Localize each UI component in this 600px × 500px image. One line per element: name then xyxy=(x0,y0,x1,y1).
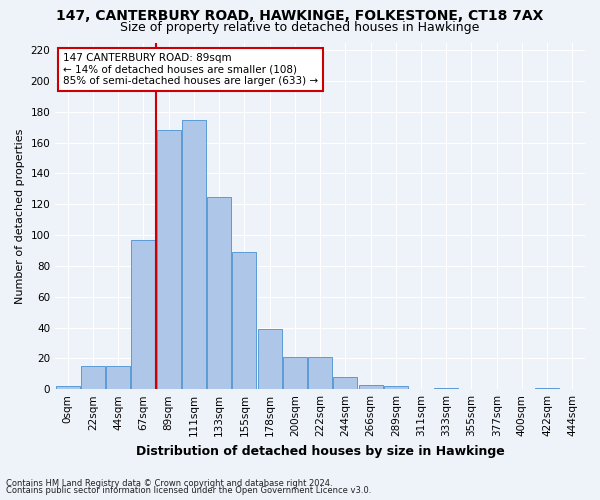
Bar xyxy=(81,366,105,389)
Bar xyxy=(157,130,181,389)
Bar xyxy=(232,252,256,389)
Bar xyxy=(283,357,307,389)
Bar xyxy=(384,386,408,389)
Bar xyxy=(257,329,281,389)
Bar xyxy=(334,377,357,389)
Text: Contains HM Land Registry data © Crown copyright and database right 2024.: Contains HM Land Registry data © Crown c… xyxy=(6,478,332,488)
Bar xyxy=(106,366,130,389)
Bar xyxy=(182,120,206,389)
Text: Contains public sector information licensed under the Open Government Licence v3: Contains public sector information licen… xyxy=(6,486,371,495)
Bar xyxy=(308,357,332,389)
X-axis label: Distribution of detached houses by size in Hawkinge: Distribution of detached houses by size … xyxy=(136,444,505,458)
Bar xyxy=(359,384,383,389)
Y-axis label: Number of detached properties: Number of detached properties xyxy=(15,128,25,304)
Bar xyxy=(207,196,231,389)
Text: Size of property relative to detached houses in Hawkinge: Size of property relative to detached ho… xyxy=(121,22,479,35)
Bar xyxy=(434,388,458,389)
Bar xyxy=(131,240,155,389)
Bar xyxy=(535,388,559,389)
Bar xyxy=(56,386,80,389)
Text: 147 CANTERBURY ROAD: 89sqm
← 14% of detached houses are smaller (108)
85% of sem: 147 CANTERBURY ROAD: 89sqm ← 14% of deta… xyxy=(63,53,318,86)
Text: 147, CANTERBURY ROAD, HAWKINGE, FOLKESTONE, CT18 7AX: 147, CANTERBURY ROAD, HAWKINGE, FOLKESTO… xyxy=(56,9,544,23)
